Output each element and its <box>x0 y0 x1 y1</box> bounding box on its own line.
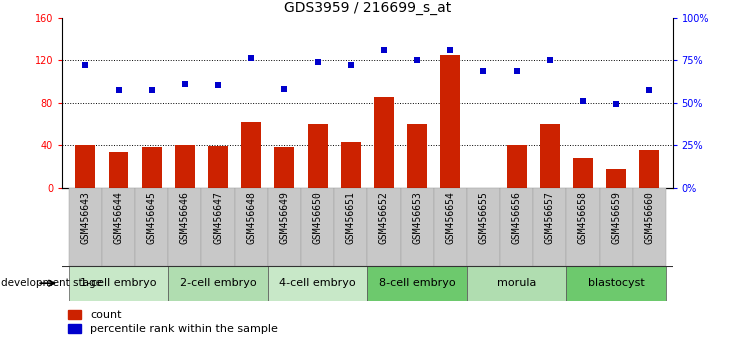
Text: GSM456657: GSM456657 <box>545 192 555 244</box>
Bar <box>633 188 666 266</box>
Text: GSM456652: GSM456652 <box>379 192 389 244</box>
Text: 8-cell embryo: 8-cell embryo <box>379 278 455 288</box>
Text: GSM456651: GSM456651 <box>346 192 356 244</box>
Text: GSM456656: GSM456656 <box>512 192 522 244</box>
Bar <box>507 145 526 188</box>
Bar <box>407 124 427 188</box>
Bar <box>368 188 401 266</box>
Bar <box>567 188 599 266</box>
Bar <box>500 188 533 266</box>
Point <box>345 63 357 68</box>
Bar <box>142 147 162 188</box>
Bar <box>69 266 168 301</box>
Text: GSM456658: GSM456658 <box>578 192 588 244</box>
Bar <box>168 188 202 266</box>
Bar <box>109 152 129 188</box>
Bar <box>301 188 334 266</box>
Text: 1-cell embryo: 1-cell embryo <box>80 278 156 288</box>
Point <box>511 68 523 74</box>
Bar <box>401 188 433 266</box>
Text: blastocyst: blastocyst <box>588 278 645 288</box>
Bar <box>567 266 666 301</box>
Bar <box>268 188 301 266</box>
Bar <box>69 188 102 266</box>
Bar <box>202 188 235 266</box>
Point <box>544 57 556 63</box>
Text: GSM456655: GSM456655 <box>478 192 488 244</box>
Bar <box>235 188 268 266</box>
Bar <box>168 266 268 301</box>
Text: GSM456660: GSM456660 <box>644 192 654 244</box>
Point <box>444 47 456 52</box>
Text: GSM456647: GSM456647 <box>213 192 223 244</box>
Bar <box>135 188 168 266</box>
Point <box>311 59 323 65</box>
Bar <box>334 188 368 266</box>
Text: GSM456649: GSM456649 <box>279 192 289 244</box>
Bar <box>606 169 626 188</box>
Text: GSM456644: GSM456644 <box>113 192 124 244</box>
Legend: count, percentile rank within the sample: count, percentile rank within the sample <box>68 310 278 334</box>
Point <box>378 47 390 52</box>
Bar <box>241 122 261 188</box>
Bar <box>433 188 467 266</box>
Point <box>80 63 91 68</box>
Bar <box>208 146 228 188</box>
Point <box>179 81 191 86</box>
Point <box>246 55 257 61</box>
Text: GSM456654: GSM456654 <box>445 192 455 244</box>
Point <box>643 87 655 93</box>
Point <box>610 101 622 107</box>
Text: GSM456645: GSM456645 <box>147 192 156 244</box>
Text: GSM456648: GSM456648 <box>246 192 257 244</box>
Text: GSM456646: GSM456646 <box>180 192 190 244</box>
Bar <box>175 145 195 188</box>
Point <box>146 87 158 93</box>
Bar <box>374 97 394 188</box>
Text: GSM456643: GSM456643 <box>80 192 91 244</box>
Point <box>412 57 423 63</box>
Bar <box>467 266 567 301</box>
Bar <box>539 124 560 188</box>
Bar <box>308 124 327 188</box>
Text: morula: morula <box>497 278 537 288</box>
Point <box>212 82 224 87</box>
Text: GSM456650: GSM456650 <box>313 192 322 244</box>
Text: development stage: development stage <box>1 278 102 288</box>
Point <box>279 86 290 92</box>
Bar <box>368 266 467 301</box>
Bar <box>467 188 500 266</box>
Bar <box>440 55 461 188</box>
Bar <box>274 147 295 188</box>
Bar <box>75 145 95 188</box>
Text: 4-cell embryo: 4-cell embryo <box>279 278 356 288</box>
Point <box>113 87 124 93</box>
Bar <box>533 188 567 266</box>
Bar <box>599 188 633 266</box>
Bar <box>102 188 135 266</box>
Bar <box>573 158 593 188</box>
Text: 2-cell embryo: 2-cell embryo <box>180 278 257 288</box>
Bar <box>268 266 368 301</box>
Bar <box>341 142 360 188</box>
Text: GSM456653: GSM456653 <box>412 192 422 244</box>
Title: GDS3959 / 216699_s_at: GDS3959 / 216699_s_at <box>284 1 451 15</box>
Point <box>477 68 489 74</box>
Bar <box>640 150 659 188</box>
Point <box>577 98 588 103</box>
Text: GSM456659: GSM456659 <box>611 192 621 244</box>
